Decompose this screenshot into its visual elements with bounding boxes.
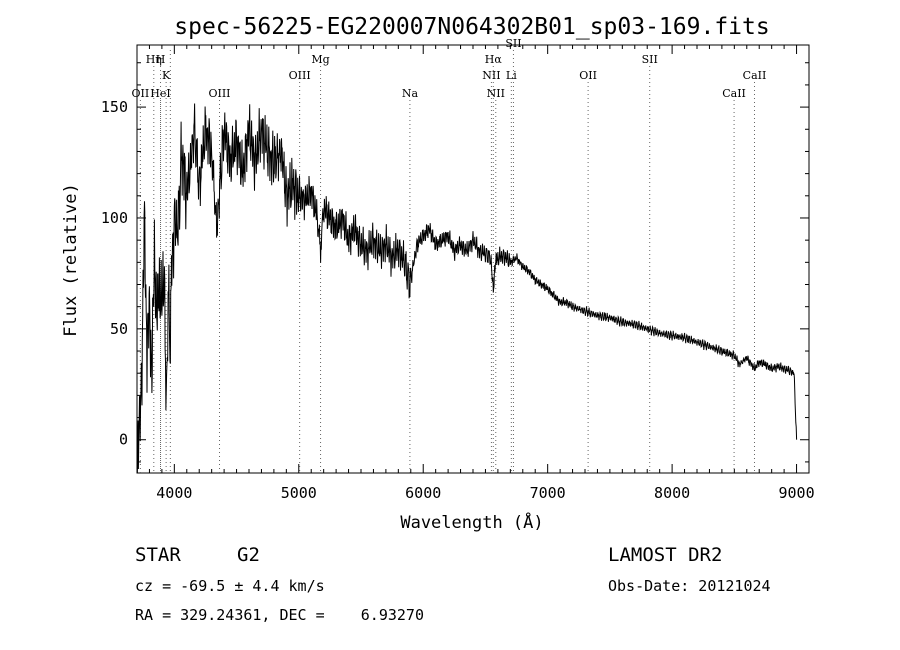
spectral-line-label: OII (132, 87, 150, 100)
x-axis-label: Wavelength (Å) (400, 511, 543, 533)
spectral-line-label: Na (402, 87, 419, 100)
spectral-line-markers (139, 50, 755, 473)
x-tick-label: 9000 (778, 484, 814, 502)
coordinates: RA = 329.24361, DEC = 6.93270 (135, 606, 424, 624)
spectrum-line (137, 103, 798, 473)
y-tick-label: 0 (119, 431, 128, 449)
survey-name: LAMOST DR2 (608, 544, 722, 566)
redshift-cz: cz = -69.5 ± 4.4 km/s (135, 577, 325, 595)
observation-date: Obs-Date: 20121024 (608, 577, 771, 595)
y-tick-label: 100 (101, 209, 128, 227)
spectral-line-label: HeI (150, 87, 170, 100)
spectral-line-label: Hη (146, 53, 162, 66)
chart-title: spec-56225-EG220007N064302B01_sp03-169.f… (174, 14, 769, 40)
x-tick-label: 5000 (281, 484, 317, 502)
y-axis-ticks: 0 50 100 150 (101, 62, 809, 463)
plot-frame (136, 44, 810, 474)
spectral-line-label: CaII (743, 69, 767, 82)
spectral-line-label: H (156, 53, 166, 66)
spectral-line-label: OII (579, 69, 597, 82)
spectral-line-label: Hα (485, 53, 503, 66)
spectral-line-label: OIII (208, 87, 230, 100)
spectral-line-label: K (162, 69, 171, 82)
spectral-line-label: Li (506, 69, 517, 82)
x-tick-label: 7000 (530, 484, 566, 502)
y-axis-label: Flux (relative) (61, 183, 81, 337)
spectral-line-label: SII (505, 37, 521, 50)
spectral-line-label: NII (487, 87, 505, 100)
y-tick-label: 150 (101, 98, 128, 116)
x-tick-label: 6000 (405, 484, 441, 502)
y-tick-label: 50 (110, 320, 128, 338)
spectral-line-label: SII (642, 53, 658, 66)
object-subclass: G2 (237, 544, 260, 566)
spectral-line-label: Mg (311, 53, 329, 66)
x-tick-label: 4000 (156, 484, 192, 502)
x-tick-label: 8000 (654, 484, 690, 502)
spectral-line-label: OIII (289, 69, 311, 82)
spectral-line-label: CaII (722, 87, 746, 100)
x-axis-ticks: 4000 5000 6000 7000 8000 9000 (136, 45, 815, 502)
spectral-line-label: NII (482, 69, 500, 82)
object-class: STAR (135, 544, 181, 566)
